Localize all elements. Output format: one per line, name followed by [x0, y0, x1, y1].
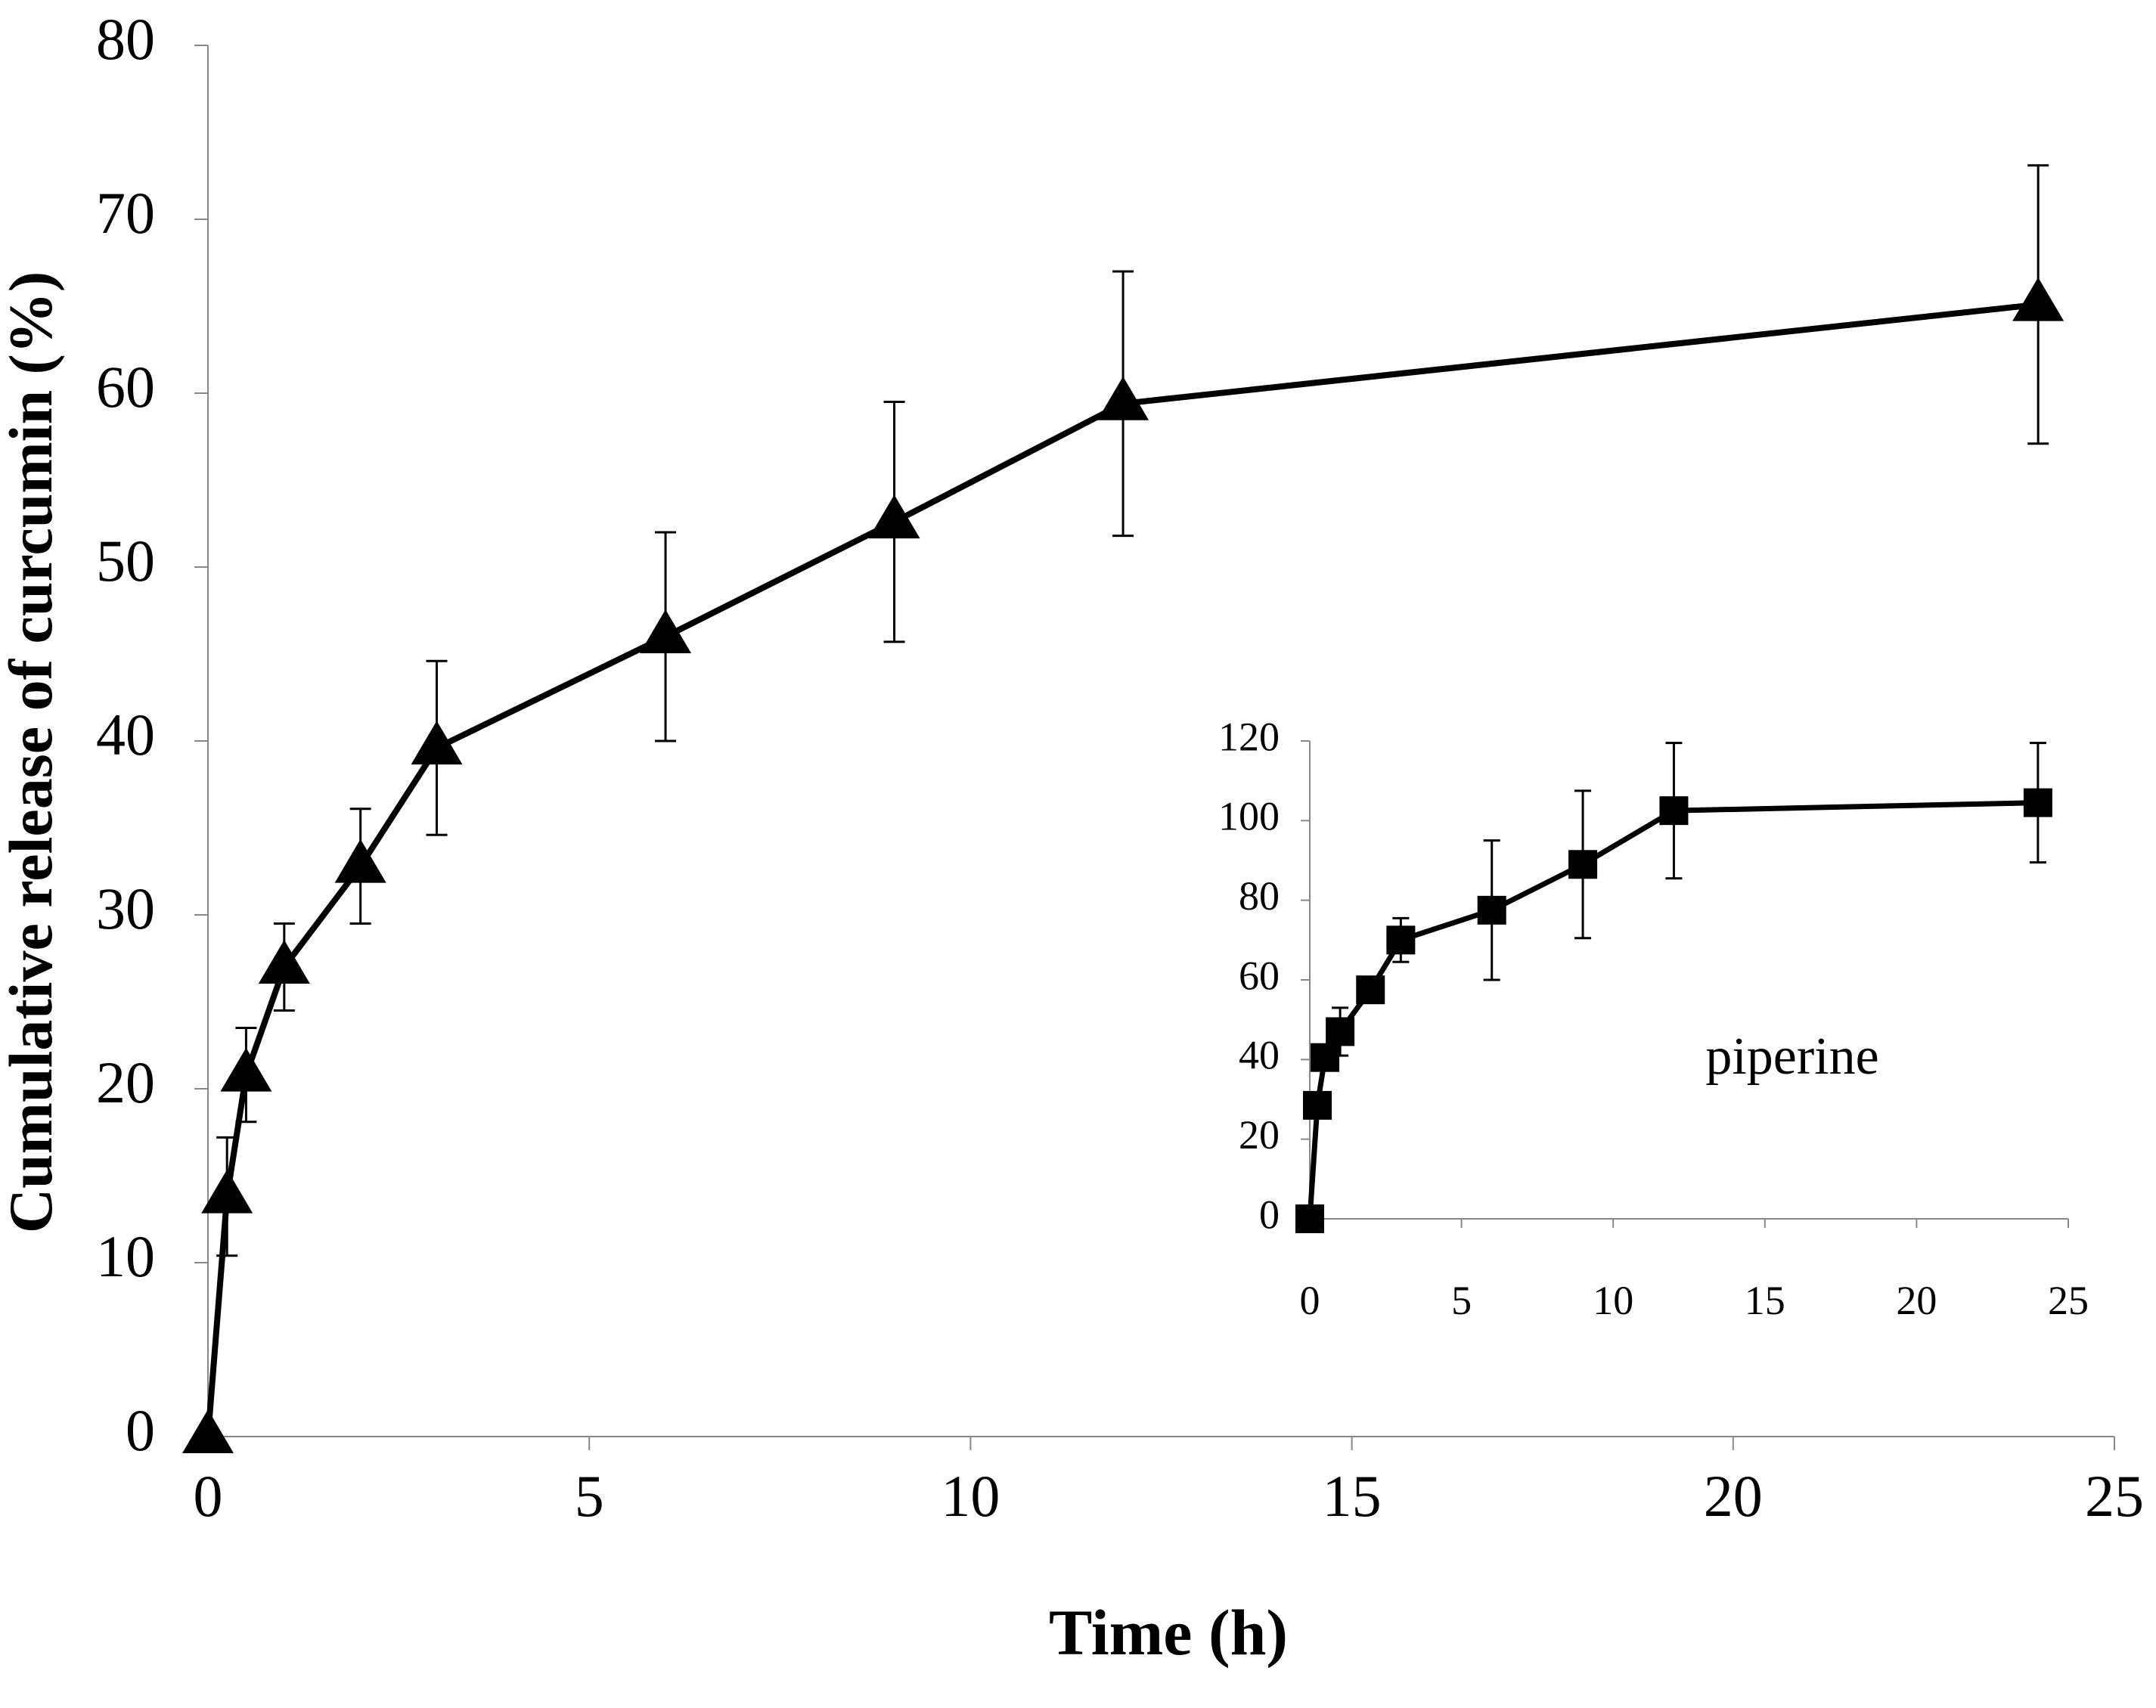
- main-x-tick-label: 25: [2085, 1463, 2144, 1529]
- inset-y-tick-label: 60: [1239, 953, 1280, 998]
- inset-data-point-square: [1295, 1204, 1324, 1233]
- main-y-tick-label: 20: [96, 1049, 155, 1115]
- main-data-point-triangle: [334, 839, 386, 883]
- main-data-point-triangle: [182, 1409, 234, 1453]
- inset-x-tick-label: 0: [1300, 1278, 1320, 1323]
- inset-x-tick-label: 5: [1451, 1278, 1472, 1323]
- main-data-point-triangle: [868, 494, 920, 539]
- main-data-point-triangle: [640, 609, 692, 653]
- main-x-tick-label: 0: [194, 1463, 223, 1529]
- main-data-point-triangle: [411, 721, 463, 765]
- main-y-tick-label: 10: [96, 1223, 155, 1289]
- inset-y-tick-label: 120: [1218, 714, 1280, 759]
- inset-data-point-square: [1326, 1017, 1355, 1046]
- main-y-tick-label: 50: [96, 528, 155, 594]
- inset-y-tick-label: 80: [1239, 873, 1280, 919]
- inset-x-tick-label: 20: [1896, 1278, 1937, 1323]
- main-data-point-triangle: [220, 1047, 272, 1092]
- inset-data-point-square: [2023, 788, 2052, 817]
- inset-x-tick-label: 15: [1745, 1278, 1785, 1323]
- main-x-tick-label: 15: [1323, 1463, 1382, 1529]
- inset-x-tick-label: 10: [1593, 1278, 1633, 1323]
- main-data-point-triangle: [258, 940, 310, 984]
- main-y-tick-label: 70: [96, 180, 155, 246]
- main-y-tick-label: 0: [126, 1397, 155, 1463]
- inset-y-tick-label: 20: [1239, 1112, 1280, 1158]
- inset-data-point-square: [1356, 975, 1385, 1005]
- main-data-point-triangle: [2012, 277, 2064, 321]
- main-x-tick-label: 20: [1704, 1463, 1763, 1529]
- inset-annotation-label: piperine: [1705, 1028, 1878, 1086]
- main-y-tick-label: 30: [96, 876, 155, 941]
- inset-data-point-square: [1303, 1090, 1332, 1120]
- main-data-point-triangle: [201, 1169, 253, 1214]
- main-y-tick-label: 40: [96, 702, 155, 767]
- main-x-axis-title: Time (h): [1049, 1596, 1288, 1669]
- inset-y-tick-label: 40: [1239, 1033, 1280, 1078]
- inset-data-point-square: [1477, 895, 1506, 925]
- inset-x-tick-label: 25: [2048, 1278, 2089, 1323]
- main-x-tick-label: 5: [575, 1463, 604, 1529]
- main-data-point-triangle: [1097, 376, 1149, 420]
- main-y-tick-label: 60: [96, 354, 155, 420]
- inset-data-point-square: [1311, 1043, 1340, 1072]
- inset-series-line: [1307, 800, 2038, 1220]
- inset-data-point-square: [1568, 850, 1598, 879]
- inset-y-tick-label: 0: [1259, 1192, 1280, 1237]
- inset-y-tick-label: 100: [1218, 794, 1280, 839]
- inset-data-point-square: [1659, 796, 1689, 826]
- main-y-axis-title: Cumulative release of curcumin (%): [0, 271, 65, 1233]
- main-series-line: [205, 301, 2039, 1437]
- main-x-tick-label: 10: [941, 1463, 1000, 1529]
- main-y-tick-label: 80: [96, 6, 155, 72]
- inset-data-point-square: [1386, 925, 1416, 955]
